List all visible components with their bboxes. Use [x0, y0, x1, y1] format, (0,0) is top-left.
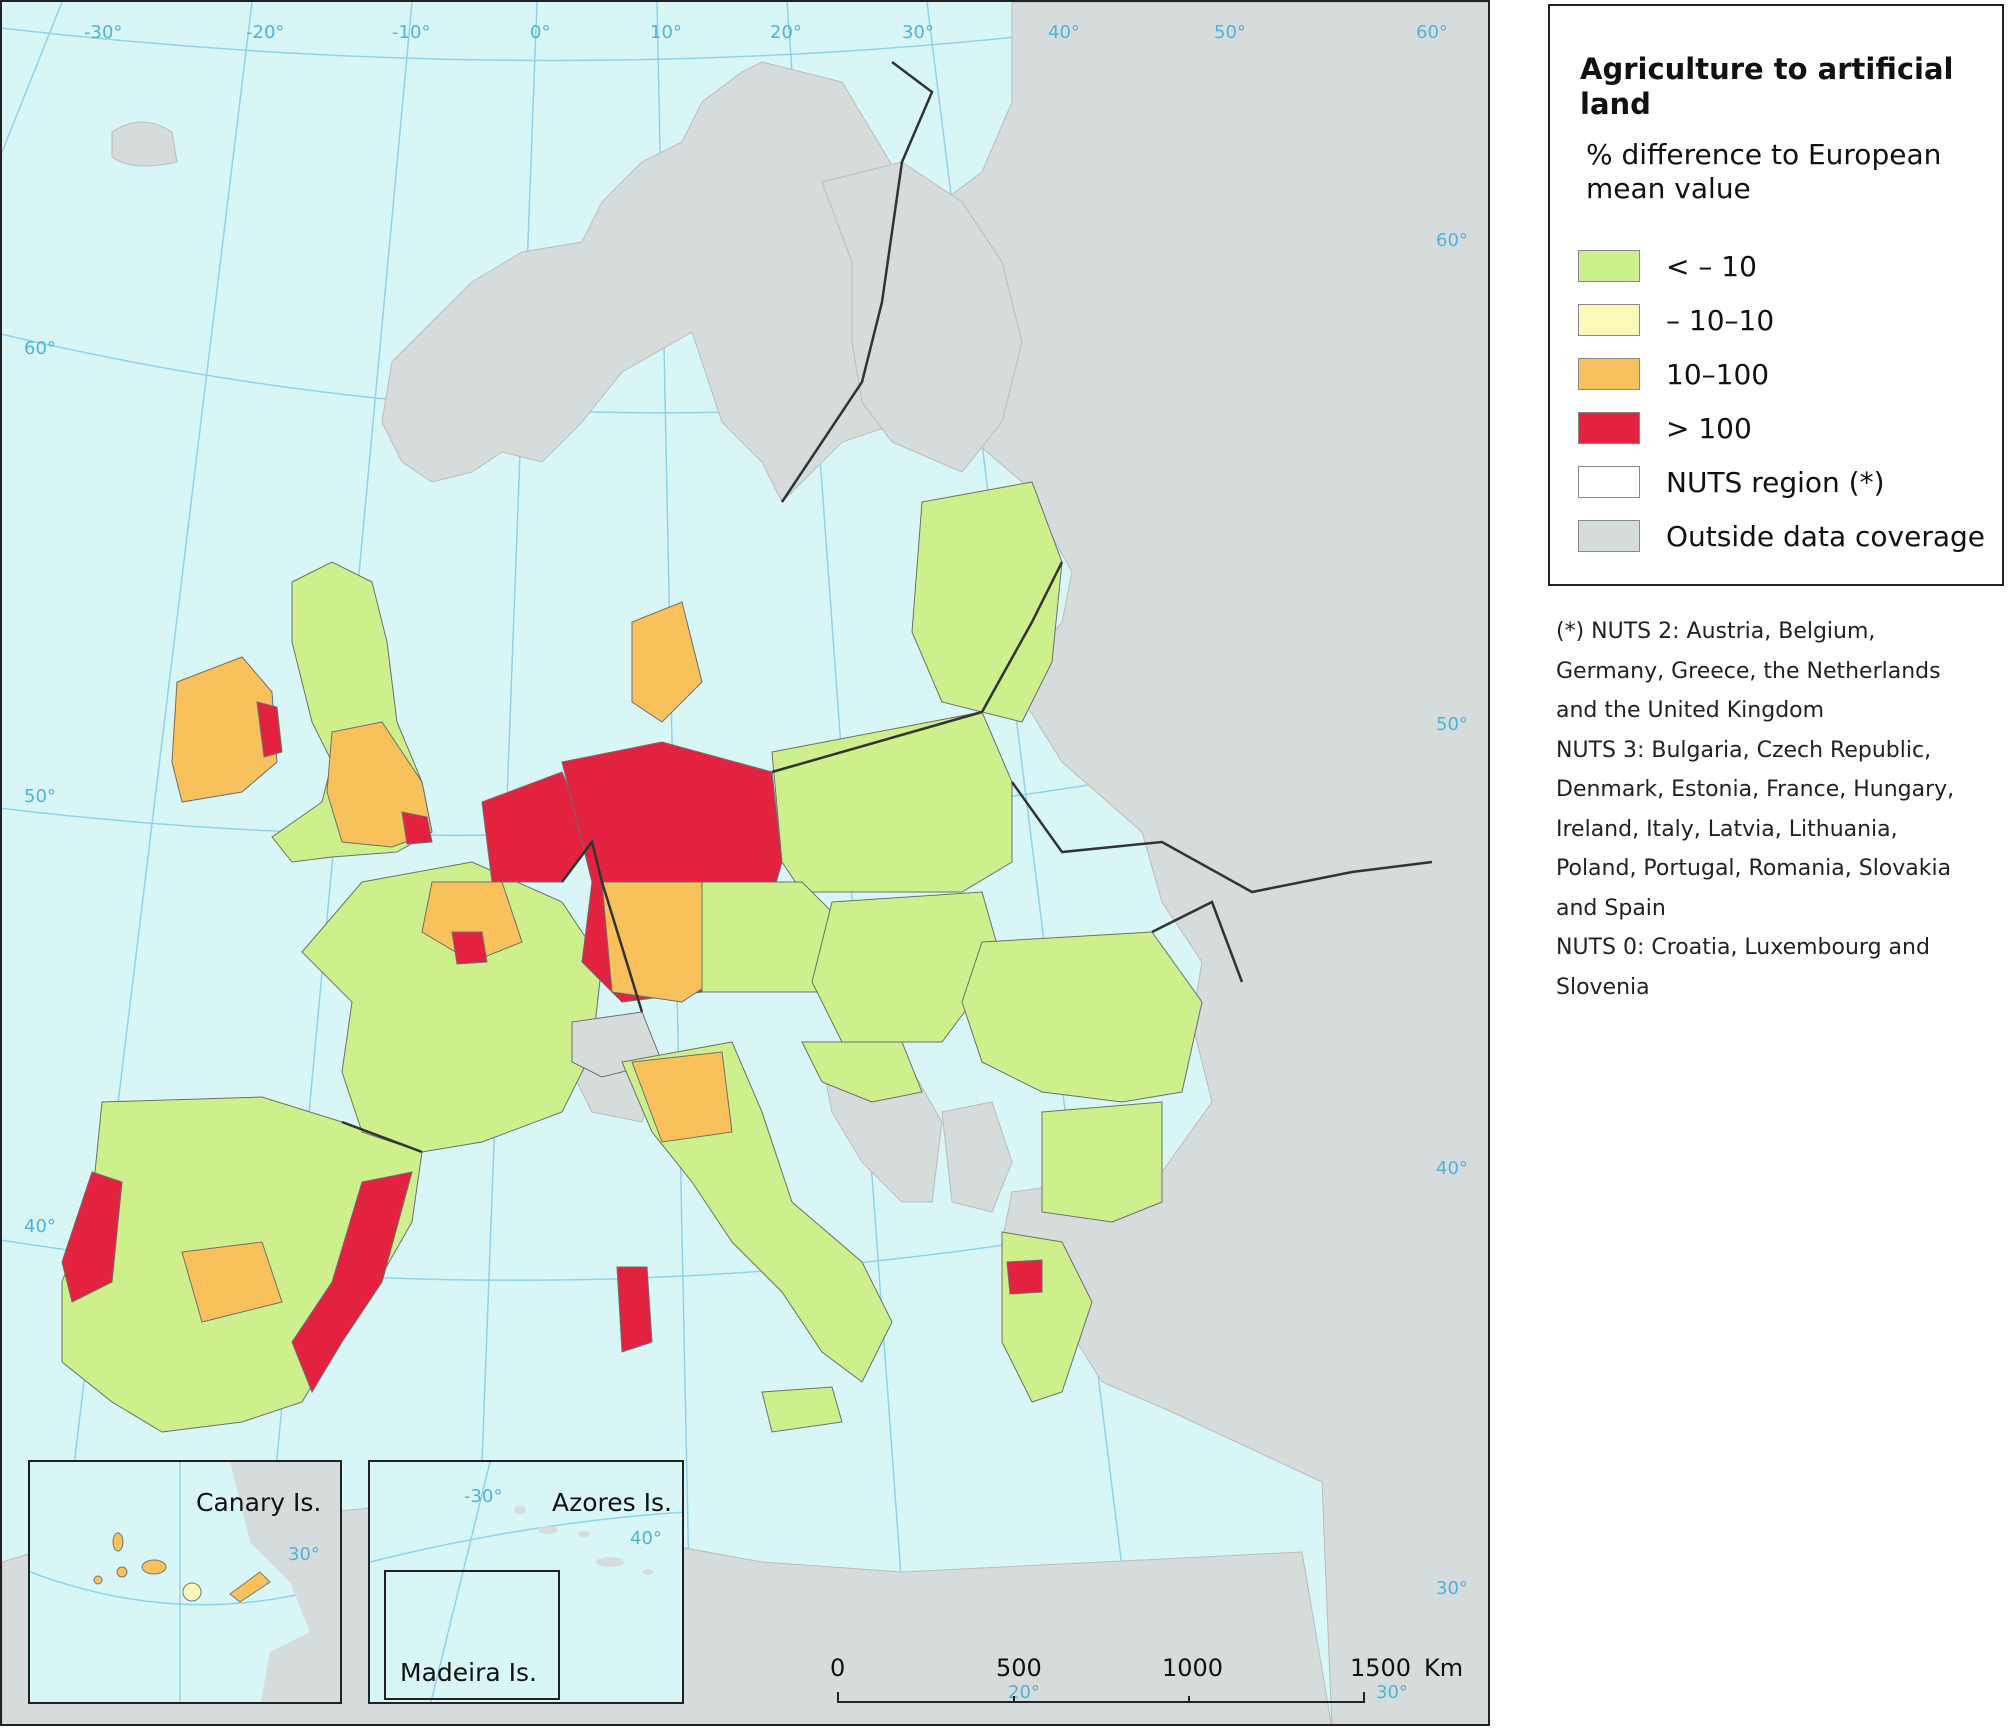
nuts-regions [61, 481, 1203, 1433]
legend-label: – 10–10 [1666, 304, 1775, 337]
lat-label: 30° [1436, 1578, 1468, 1599]
legend: Agriculture to artificial land % differe… [1548, 4, 2004, 586]
note-line: and the United Kingdom [1556, 698, 1825, 723]
legend-label: > 100 [1666, 412, 1752, 445]
lon-label: -30° [84, 22, 123, 43]
madeira-label: Madeira Is. [400, 1658, 537, 1687]
legend-swatch [1578, 466, 1640, 498]
lat-label: 50° [24, 786, 56, 807]
london [401, 811, 433, 845]
spain-east-coast [291, 1171, 413, 1394]
scale-bar-line [837, 1692, 1365, 1703]
ireland [171, 656, 278, 803]
sardinia [616, 1266, 653, 1353]
lon-label: 30° [1376, 1682, 1408, 1703]
lon-label: -20° [246, 22, 285, 43]
sicily [761, 1386, 843, 1433]
map-frame: -30° -20° -10° 0° 10° 20° 30° 40° 50° 60… [0, 0, 1490, 1726]
note-line: (*) NUTS 2: Austria, Belgium, [1556, 619, 1876, 644]
legend-label: NUTS region (*) [1666, 466, 1885, 499]
france [301, 861, 603, 1153]
inset-madeira: Madeira Is. [384, 1570, 560, 1700]
france-orange [421, 881, 523, 963]
lon-label: -10° [392, 22, 431, 43]
poland [771, 711, 1013, 893]
lon-label: 50° [1214, 22, 1246, 43]
iberia-orange [181, 1241, 283, 1323]
dublin-region [256, 701, 283, 758]
note-line: NUTS 0: Croatia, Luxembourg and [1556, 935, 1930, 960]
lat-label: 40° [24, 1216, 56, 1237]
legend-swatch [1578, 304, 1640, 336]
lat-label: 40° [1436, 1158, 1468, 1179]
bulgaria [1041, 1101, 1163, 1223]
lat-label: 60° [1436, 230, 1468, 251]
legend-label: 10–100 [1666, 358, 1770, 391]
azores-label: Azores Is. [552, 1488, 672, 1517]
note-line: Ireland, Italy, Latvia, Lithuania, [1556, 816, 1898, 842]
legend-label: Outside data coverage [1666, 520, 1985, 553]
portugal-coast [61, 1171, 123, 1303]
note-line: Poland, Portugal, Romania, Slovakia [1556, 856, 1952, 881]
national-borders [341, 61, 1433, 1154]
scale-unit: Km [1424, 1654, 1464, 1682]
scale-tick-0: 0 [830, 1654, 846, 1682]
inset-canary: Canary Is. 30° [28, 1460, 342, 1704]
inset-grid-label: 40° [630, 1528, 662, 1549]
lon-label: 60° [1416, 22, 1448, 43]
note-line: and Spain [1556, 895, 1666, 921]
inset-azores: Azores Is. -30° 40° Madeira Is. [368, 1460, 684, 1704]
lon-label: 20° [1008, 1682, 1040, 1703]
legend-swatch [1578, 412, 1640, 444]
legend-label: < – 10 [1666, 250, 1757, 283]
croatia [801, 1041, 923, 1103]
lon-label: 40° [1048, 22, 1080, 43]
nuts-notes: (*) NUTS 2: Austria, Belgium, Germany, G… [1556, 612, 1996, 1007]
inset-grid-label: -30° [464, 1486, 503, 1507]
lat-label: 50° [1436, 714, 1468, 735]
lon-label: 20° [770, 22, 802, 43]
greece-north-red [1006, 1259, 1043, 1295]
inset-grid-label: 30° [288, 1544, 320, 1565]
note-line: Denmark, Estonia, France, Hungary, [1556, 777, 1955, 802]
paris [451, 931, 488, 965]
hungary-slovakia [811, 891, 1003, 1043]
scale-bar: 0 500 1000 1500 Km [830, 1646, 1463, 1706]
scale-tick-500: 500 [996, 1654, 1042, 1682]
legend-title: Agriculture to artificial land [1580, 52, 1954, 121]
lon-label: 10° [650, 22, 682, 43]
scale-tick-1000: 1000 [1162, 1654, 1224, 1682]
canary-map [30, 1462, 340, 1702]
baltics [911, 481, 1063, 723]
legend-subtitle: % difference to European mean value [1586, 138, 1942, 205]
canary-label: Canary Is. [196, 1488, 322, 1517]
lon-label: 0° [530, 22, 551, 43]
note-line: Germany, Greece, the Netherlands [1556, 658, 1941, 684]
legend-swatch [1578, 250, 1640, 282]
scale-tick-1500: 1500 [1350, 1654, 1412, 1682]
italy-north-orange [631, 1051, 733, 1143]
note-line: Slovenia [1556, 974, 1650, 1000]
lat-label: 60° [24, 338, 56, 359]
legend-swatch [1578, 520, 1640, 552]
azores-map [370, 1462, 682, 1702]
lon-label: 30° [902, 22, 934, 43]
legend-swatch [1578, 358, 1640, 390]
denmark [631, 601, 703, 723]
note-line: NUTS 3: Bulgaria, Czech Republic, [1556, 737, 1932, 763]
romania [961, 931, 1203, 1103]
